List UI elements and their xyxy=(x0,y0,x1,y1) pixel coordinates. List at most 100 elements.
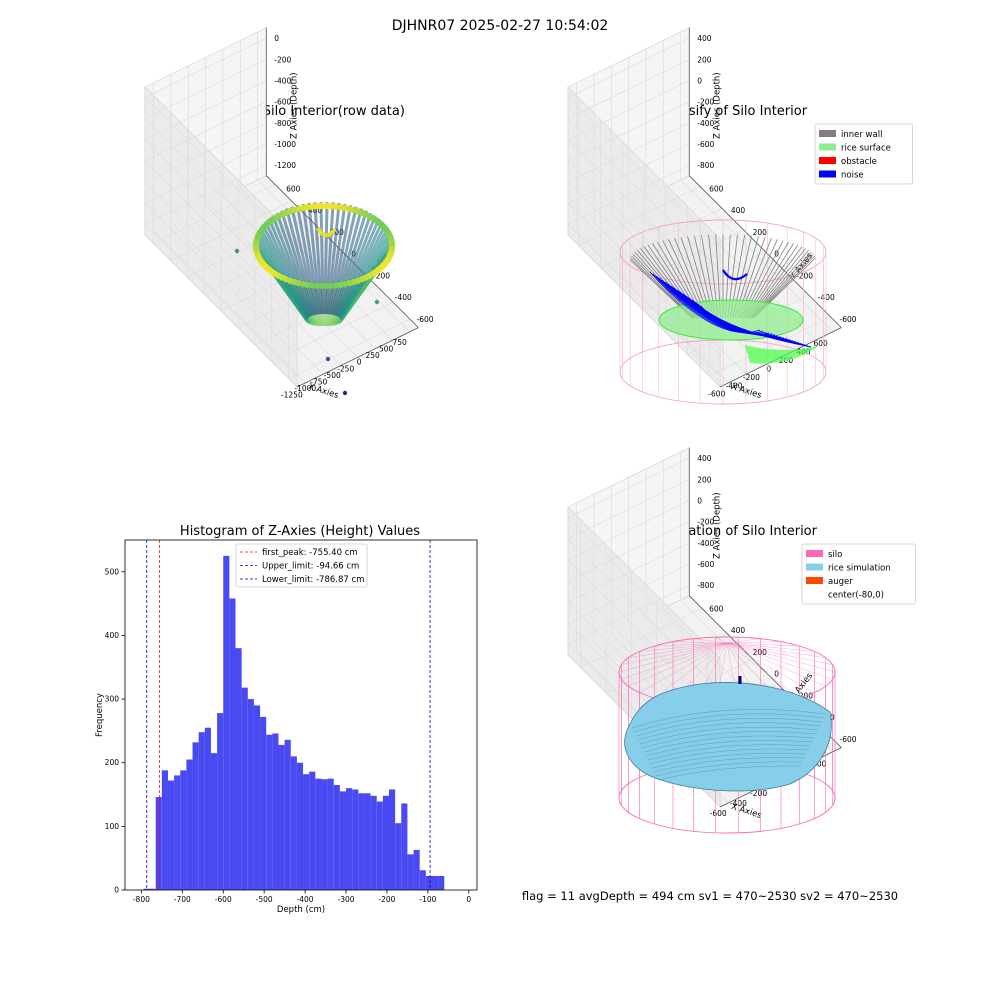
p3-x-tick-label: -400 xyxy=(297,895,314,904)
p4-surface-mesh xyxy=(647,744,811,761)
p1-point-stripe xyxy=(290,206,318,316)
p1-point-stripe xyxy=(333,210,368,316)
p3-histogram-bar xyxy=(186,759,193,890)
p4-z-tick-label: 200 xyxy=(697,475,712,484)
p3-histogram-bar xyxy=(149,888,156,890)
p3-histogram-bar xyxy=(266,734,273,890)
p2-legend-label: inner wall xyxy=(841,130,882,140)
p3-histogram-bar xyxy=(333,785,340,890)
figure-title: DJHNR07 2025-02-27 10:54:02 xyxy=(391,18,609,34)
p1-gridline xyxy=(170,222,324,375)
p3-histogram-bar xyxy=(339,791,347,890)
p2-gridline xyxy=(567,139,721,293)
p2-x-tick-label: 600 xyxy=(814,339,829,348)
p1-point-stripe xyxy=(275,212,314,317)
p3-x-tick-label: -500 xyxy=(256,895,273,904)
p1-y-tick-label: -600 xyxy=(416,315,433,324)
p1-y-tick-label: -400 xyxy=(395,293,412,302)
p1-gridline xyxy=(144,224,298,377)
p3-histogram-bar xyxy=(407,854,414,890)
p2-legend-label: obstacle xyxy=(841,157,877,167)
p2-x-tick-label: -200 xyxy=(743,373,760,382)
p2-y-tick-label: -600 xyxy=(839,315,856,324)
p2-legend: inner wall rice surface obstacle noise xyxy=(814,123,913,185)
p2-gridline xyxy=(576,230,729,383)
p3-histogram-bar xyxy=(370,795,377,890)
p2-z-tick-label: 200 xyxy=(697,55,712,64)
p4-silo-wireframe xyxy=(715,637,728,644)
p3-histogram-bar xyxy=(278,744,285,890)
p4-gridline xyxy=(567,457,690,518)
p3-histogram-bar xyxy=(229,598,236,890)
p1-point-stripe xyxy=(323,202,329,315)
p1-gridline xyxy=(144,203,298,356)
p1-point xyxy=(323,202,330,210)
p3-histogram-bar xyxy=(346,788,353,890)
p3-histogram-bar xyxy=(155,797,162,890)
p1-z-tick-label: -1200 xyxy=(274,161,296,170)
p1-point-stripe xyxy=(336,217,381,318)
p1-gridline xyxy=(144,59,267,120)
p4-legend-label: silo xyxy=(828,550,842,560)
p2-gridline xyxy=(593,222,747,375)
p1-z-tick-label: -1000 xyxy=(274,140,296,149)
p3-y-tick-label: 0 xyxy=(114,886,119,895)
p2-y-tick-label: 600 xyxy=(709,185,724,194)
p4-gridline xyxy=(567,563,690,624)
p1-z-tick-label: 0 xyxy=(274,34,279,43)
p4-surface-mesh xyxy=(643,735,815,753)
p4-z-tick-label: 400 xyxy=(697,454,712,463)
p2-y-tick-label: -200 xyxy=(796,271,813,280)
p3-x-tick-label: -300 xyxy=(338,895,355,904)
p4-silo-wireframe xyxy=(639,642,728,693)
p2-legend-swatch xyxy=(819,157,836,164)
p4-legend-frame xyxy=(801,543,916,605)
p4-gridline xyxy=(567,521,690,582)
p3-histogram-bar xyxy=(376,801,383,890)
p4-silo-wireframe xyxy=(726,638,761,644)
p2-noise-point xyxy=(664,281,776,336)
p2-gridline xyxy=(567,80,690,141)
p1-x-tick-label: -500 xyxy=(324,371,341,380)
p1-point-stripe xyxy=(329,204,353,315)
p4-silo-wireframe xyxy=(654,642,728,647)
p2-gridline xyxy=(567,122,690,183)
p1-x-tick-label: -1250 xyxy=(281,391,303,400)
p3-histogram-bar xyxy=(382,795,389,890)
p3-histogram-bar xyxy=(210,753,218,890)
p4-silo-wireframe xyxy=(621,642,728,665)
p2-z-tick-label: -600 xyxy=(697,140,714,149)
p1-point xyxy=(318,282,325,290)
p2-legend-swatch xyxy=(819,143,836,151)
p1-point xyxy=(388,240,396,247)
p2-gridline xyxy=(680,179,833,333)
p3-histogram-bar xyxy=(272,733,279,890)
p1-point xyxy=(332,203,340,210)
p1-outlier-point xyxy=(374,299,380,305)
p4-z-tick-label: -400 xyxy=(697,539,714,548)
p2-z-axis-label: Z Axies (Depth) xyxy=(712,72,722,139)
p2-rice-surface-point xyxy=(745,345,820,364)
p4-surface-mesh xyxy=(637,722,821,741)
p3-histogram-bar xyxy=(321,779,328,890)
p1-point xyxy=(308,203,316,210)
p4-surface-mesh xyxy=(645,740,813,757)
p2-noise-point xyxy=(700,305,812,348)
p1-gridline xyxy=(144,101,267,162)
p4-x-tick-label: 400 xyxy=(812,760,827,769)
p4-surface-mesh xyxy=(631,709,827,729)
p1-point-stripe xyxy=(334,212,373,317)
p4-silo-wireframe xyxy=(621,642,728,680)
status-line: flag = 11 avgDepth = 494 cm sv1 = 470~25… xyxy=(521,889,899,903)
p4-silo-wireframe xyxy=(726,642,815,652)
p3-axes-frame xyxy=(124,539,478,891)
p3-plot-area: -800 -700 -600 -500 -400 -300 -200 -100 0 0 100 200… xyxy=(95,539,478,915)
p1-point-stripe xyxy=(271,215,313,317)
p3-x-tick-label: 0 xyxy=(466,895,471,904)
p1-point-stripe xyxy=(326,202,341,315)
p1-gridline xyxy=(144,164,267,225)
p3-histogram-bar xyxy=(241,687,248,890)
p2-point-cloud xyxy=(619,219,827,405)
